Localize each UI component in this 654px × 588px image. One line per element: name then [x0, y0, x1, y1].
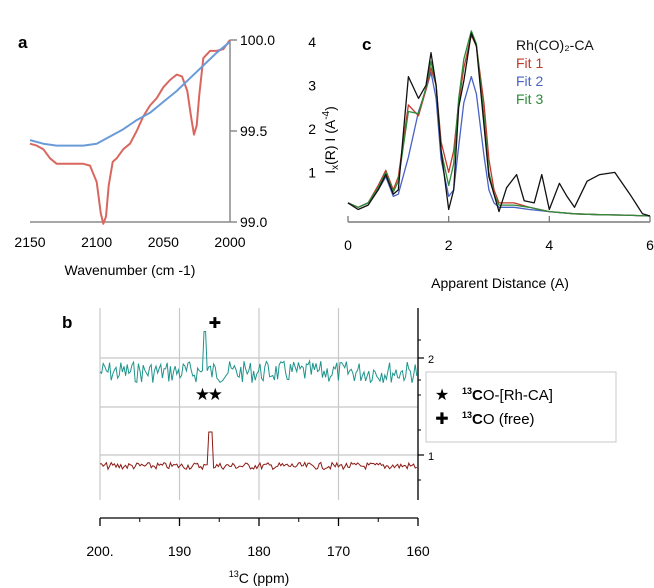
- panel-b-free-co-marker: ✚: [209, 315, 222, 332]
- panel-a-series-line: [29, 41, 231, 147]
- panel-c-x-tick-label: 2: [445, 237, 453, 253]
- panel-b-right-tick-label: 1: [428, 451, 434, 463]
- panel-c-legend-label: Fit 2: [516, 73, 543, 89]
- panel-a-x-axis-label: Wavenumber (cm -1): [65, 262, 196, 278]
- panel-c-legend-label: Rh(CO)₂-CA: [516, 37, 594, 53]
- panel-a-x-tick-label: 2150: [14, 234, 45, 250]
- panel-b-x-tick-label: 190: [168, 543, 192, 559]
- panel-a-y-tick-label: 100.0: [240, 32, 275, 48]
- panel-c-legend-label: Fit 3: [516, 91, 543, 107]
- star-icon: ★: [435, 387, 449, 404]
- panel-c-y-tick-label: 3: [308, 77, 316, 93]
- panel-c-y-tick-label: 4: [308, 34, 316, 50]
- panel-b-star-marker: ★: [195, 385, 210, 404]
- panel-a-series-line: [29, 39, 231, 225]
- cross-icon: ✚: [435, 411, 448, 428]
- panel-b-legend-box: [425, 371, 617, 443]
- panel-c-series-line: [347, 34, 651, 217]
- panel-c-legend-label: Fit 1: [516, 55, 543, 71]
- panel-b-star-marker: ★: [208, 385, 223, 404]
- panel-c-x-tick-label: 6: [646, 237, 654, 253]
- panel-a-y-tick-label: 99.5: [240, 123, 267, 139]
- panel-a-x-tick-label: 2100: [81, 234, 112, 250]
- panel-b-bottom-trace: [99, 431, 417, 471]
- panel-b-top-trace: [99, 331, 418, 384]
- panel-a-letter: a: [18, 33, 28, 52]
- panel-b-legend: ★ 13CO-[Rh-CA] ✚ 13CO (free): [425, 371, 617, 443]
- panel-c-y-tick-label: 2: [308, 121, 316, 137]
- panel-c-legend: Rh(CO)₂-CA Fit 1 Fit 2 Fit 3: [516, 37, 594, 107]
- panel-b-legend-label: 13CO-[Rh-CA]: [462, 386, 553, 404]
- panel-c-y-axis-label: Ix(R) I (A-4): [321, 106, 341, 174]
- panel-b-x-tick-label: 180: [247, 543, 271, 559]
- panel-c-letter: c: [362, 35, 371, 54]
- panel-b-right-tick-label: 2: [428, 354, 434, 366]
- panel-c-chart: 0 2 4 6 1 2 3 4 Ix(R) I (A-4) Apparent Distance…: [308, 30, 654, 291]
- panel-b-x-tick-label: 200.: [86, 543, 113, 559]
- panel-c-x-axis-label: Apparent Distance (A): [431, 275, 569, 291]
- panel-c-series-line: [347, 71, 651, 217]
- panel-a-x-tick-label: 2050: [148, 234, 179, 250]
- panel-a-y-tick-label: 99.0: [240, 214, 267, 230]
- panel-c-x-tick-label: 0: [344, 237, 352, 253]
- panel-b-x-tick-label: 160: [406, 543, 430, 559]
- panel-b-letter: b: [62, 313, 72, 332]
- panel-a-x-tick-label: 2000: [214, 234, 245, 250]
- panel-b-x-tick-label: 170: [327, 543, 351, 559]
- panel-c-y-tick-label: 1: [308, 164, 316, 180]
- panel-a-chart: 2150 2100 2050 2000 99.0 99.5 100.0 Wavenumber…: [14, 32, 275, 278]
- panel-c-series-line: [347, 30, 651, 217]
- panel-b-x-axis-label: 13C (ppm): [229, 569, 290, 586]
- panel-c-series-line: [347, 32, 651, 217]
- panel-b-legend-label: 13CO (free): [462, 410, 535, 428]
- panel-b-chart: 21 ✚★★ 200. 190 180 170 160 13C (ppm) ★ 13CO-…: [86, 308, 617, 586]
- panel-c-x-tick-label: 4: [545, 237, 553, 253]
